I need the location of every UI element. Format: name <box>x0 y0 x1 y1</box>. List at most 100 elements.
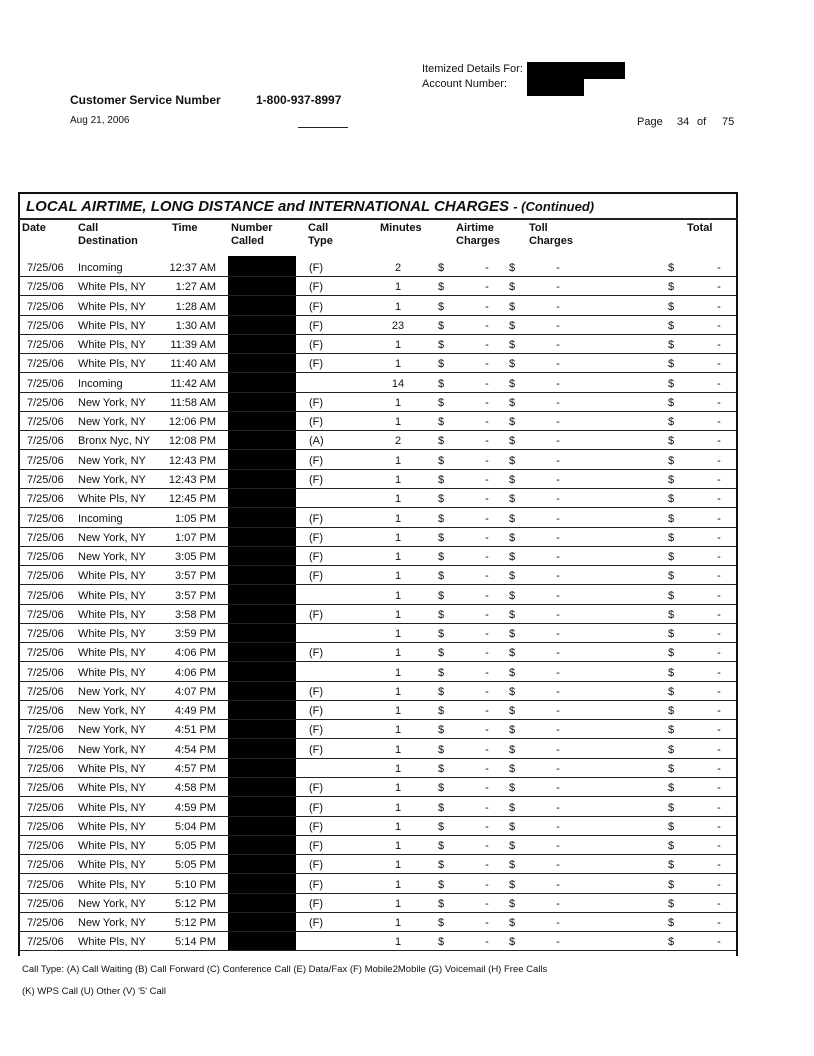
cell-date: 7/25/06 <box>27 454 64 467</box>
cell-minutes: 1 <box>394 551 402 564</box>
cell-call-type: (F) <box>309 897 324 910</box>
cell-call-type: (F) <box>309 705 324 718</box>
cell-total: - <box>717 724 721 737</box>
currency: $ <box>668 339 675 352</box>
cell-time: 11:40 AM <box>170 358 216 371</box>
row-rule <box>20 680 736 682</box>
cell-date: 7/25/06 <box>27 685 64 698</box>
currency: $ <box>509 512 516 525</box>
currency: $ <box>438 589 445 602</box>
cell-toll: - <box>556 840 560 853</box>
cell-call-type: (F) <box>309 358 324 371</box>
cell-airtime: - <box>485 358 489 371</box>
currency: $ <box>509 705 516 718</box>
row-rule <box>20 372 736 374</box>
column-header: Destination <box>78 235 138 247</box>
cell-minutes: 1 <box>394 743 402 756</box>
currency: $ <box>438 473 445 486</box>
column-header: Charges <box>529 235 574 247</box>
cell-call-type: (F) <box>309 570 324 583</box>
currency: $ <box>438 897 445 910</box>
currency: $ <box>509 685 516 698</box>
currency: $ <box>438 917 445 930</box>
cell-call-type: (F) <box>309 396 324 409</box>
cell-total: - <box>717 416 721 429</box>
cell-toll: - <box>556 763 560 776</box>
cell-destination: White Pls, NY <box>78 763 146 776</box>
cell-destination: White Pls, NY <box>78 608 146 621</box>
cell-minutes: 1 <box>394 763 402 776</box>
cell-destination: New York, NY <box>78 396 146 409</box>
cell-date: 7/25/06 <box>27 763 64 776</box>
cell-call-type: (F) <box>309 840 324 853</box>
cell-destination: White Pls, NY <box>78 666 146 679</box>
cell-minutes: 1 <box>394 936 402 949</box>
currency: $ <box>668 647 675 660</box>
cell-toll: - <box>556 917 560 930</box>
currency: $ <box>509 339 516 352</box>
currency: $ <box>668 936 675 949</box>
cell-call-type: (F) <box>309 281 324 294</box>
row-rule <box>20 276 736 277</box>
cell-call-type: (F) <box>309 743 324 756</box>
cell-total: - <box>717 473 721 486</box>
cell-total: - <box>717 319 721 332</box>
cell-airtime: - <box>485 878 489 891</box>
cell-date: 7/25/06 <box>27 705 64 718</box>
cell-time: 3:58 PM <box>175 608 216 621</box>
currency: $ <box>668 300 675 313</box>
cell-minutes: 23 <box>391 319 405 332</box>
row-rule <box>20 622 736 624</box>
cell-call-type: (F) <box>309 782 324 795</box>
currency: $ <box>438 647 445 660</box>
title-text: LOCAL AIRTIME, LONG DISTANCE and INTERNA… <box>26 198 510 215</box>
currency: $ <box>438 840 445 853</box>
currency: $ <box>438 531 445 544</box>
cell-date: 7/25/06 <box>27 743 64 756</box>
currency: $ <box>668 512 675 525</box>
cell-toll: - <box>556 820 560 833</box>
page-label: Page <box>637 116 663 128</box>
cell-call-type: (F) <box>309 551 324 564</box>
cell-destination: New York, NY <box>78 531 146 544</box>
currency: $ <box>438 782 445 795</box>
cell-airtime: - <box>485 435 489 448</box>
currency: $ <box>668 589 675 602</box>
cell-call-type: (F) <box>309 820 324 833</box>
cell-time: 3:57 PM <box>175 589 216 602</box>
currency: $ <box>509 724 516 737</box>
cell-total: - <box>717 801 721 814</box>
cell-toll: - <box>556 724 560 737</box>
of-label: of <box>697 116 707 128</box>
cell-toll: - <box>556 512 560 525</box>
cell-date: 7/25/06 <box>27 666 64 679</box>
cell-minutes: 1 <box>394 666 402 679</box>
cell-call-type: (F) <box>309 512 324 525</box>
cell-minutes: 1 <box>394 281 402 294</box>
cell-airtime: - <box>485 262 489 274</box>
redaction <box>228 256 296 950</box>
cell-airtime: - <box>485 685 489 698</box>
cell-date: 7/25/06 <box>27 801 64 814</box>
cell-total: - <box>717 570 721 583</box>
cell-total: - <box>717 377 721 390</box>
cell-airtime: - <box>485 647 489 660</box>
cell-time: 12:43 PM <box>168 454 216 467</box>
cell-toll: - <box>556 859 560 872</box>
currency: $ <box>668 608 675 621</box>
currency: $ <box>509 820 516 833</box>
cell-minutes: 1 <box>394 685 402 698</box>
cell-total: - <box>717 531 721 544</box>
cell-toll: - <box>556 319 560 332</box>
currency: $ <box>668 917 675 930</box>
cell-destination: Bronx Nyc, NY <box>78 435 151 448</box>
cell-minutes: 1 <box>394 878 402 891</box>
cell-time: 4:58 PM <box>175 782 216 795</box>
currency: $ <box>668 763 675 776</box>
cell-time: 12:08 PM <box>168 435 216 448</box>
currency: $ <box>668 743 675 756</box>
cell-destination: Incoming <box>78 262 123 274</box>
cell-date: 7/25/06 <box>27 897 64 910</box>
cell-date: 7/25/06 <box>27 281 64 294</box>
cell-date: 7/25/06 <box>27 435 64 448</box>
